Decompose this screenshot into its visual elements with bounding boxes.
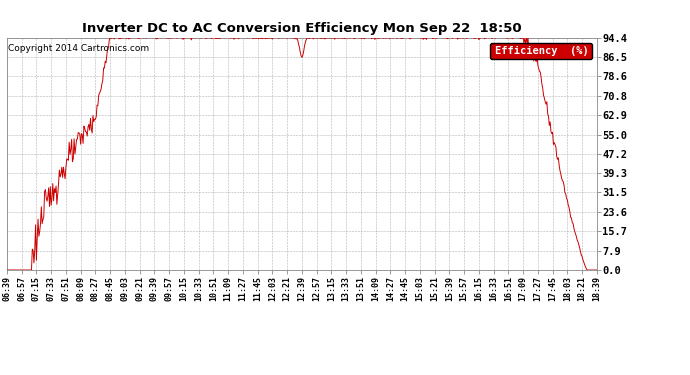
Title: Inverter DC to AC Conversion Efficiency Mon Sep 22  18:50: Inverter DC to AC Conversion Efficiency …: [82, 22, 522, 35]
Text: Copyright 2014 Cartronics.com: Copyright 2014 Cartronics.com: [8, 45, 149, 54]
Legend: Efficiency  (%): Efficiency (%): [490, 43, 591, 59]
